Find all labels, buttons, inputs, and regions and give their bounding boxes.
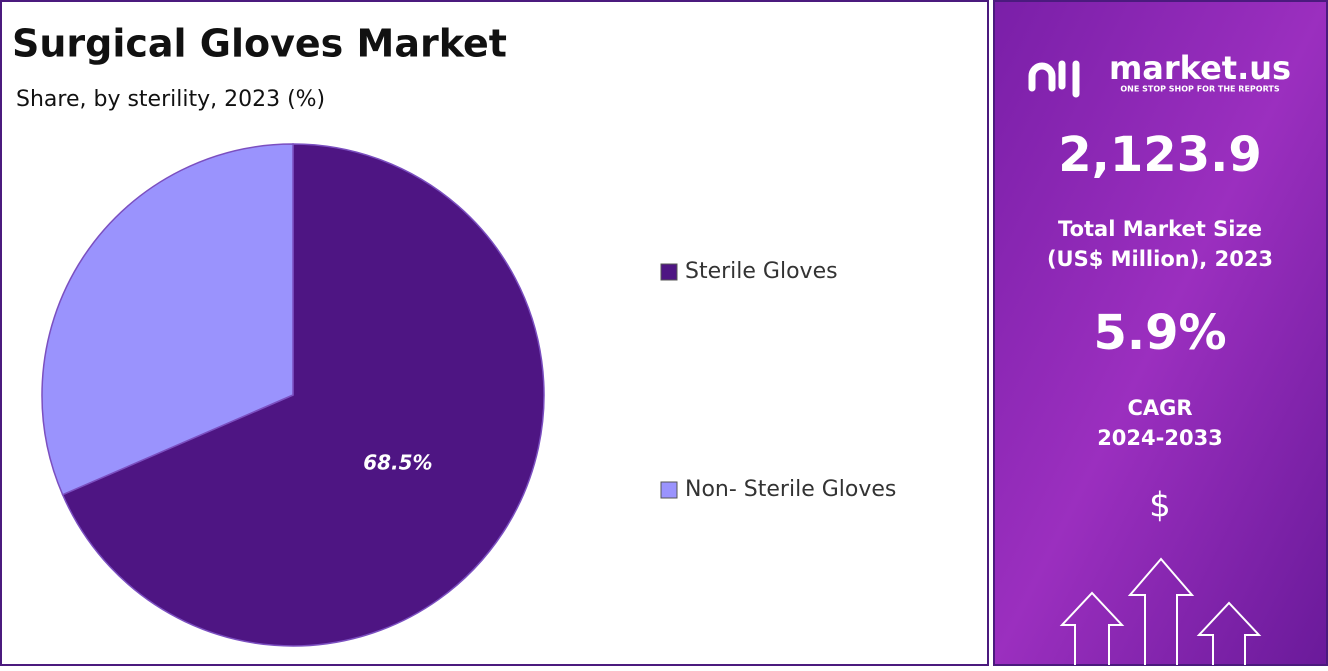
pie: 68.5% xyxy=(41,143,545,647)
legend-swatch xyxy=(660,263,678,281)
logo-icon xyxy=(1028,60,1080,98)
cagr-label: 2024-2033 xyxy=(1097,426,1223,450)
currency-icon: $ xyxy=(1149,486,1171,526)
market-size-label: (US$ Million), 2023 xyxy=(1047,247,1273,271)
chart-subtitle: Share, by sterility, 2023 (%) xyxy=(16,87,325,112)
market-size: 2,123.9 xyxy=(1058,127,1261,183)
market-size-label: Total Market Size xyxy=(1058,217,1262,241)
pie-slice xyxy=(61,143,545,647)
data-label: 68.5% xyxy=(363,450,432,474)
logo-text: market.us xyxy=(1109,49,1291,87)
legend: Sterile Gloves Non- Sterile Gloves xyxy=(660,259,896,502)
legend-label: Non- Sterile Gloves xyxy=(685,477,896,502)
chart-title: Surgical Gloves Market xyxy=(12,22,507,66)
legend-label: Sterile Gloves xyxy=(685,259,838,284)
logo-tagline: ONE STOP SHOP FOR THE REPORTS xyxy=(1120,85,1279,94)
cagr-value: 5.9% xyxy=(1093,305,1226,361)
side-panel xyxy=(993,0,1328,666)
legend-swatch xyxy=(660,481,678,499)
arrows-decoration xyxy=(1059,557,1262,665)
pie-slice xyxy=(41,143,294,496)
cagr-label: CAGR xyxy=(1127,396,1192,420)
